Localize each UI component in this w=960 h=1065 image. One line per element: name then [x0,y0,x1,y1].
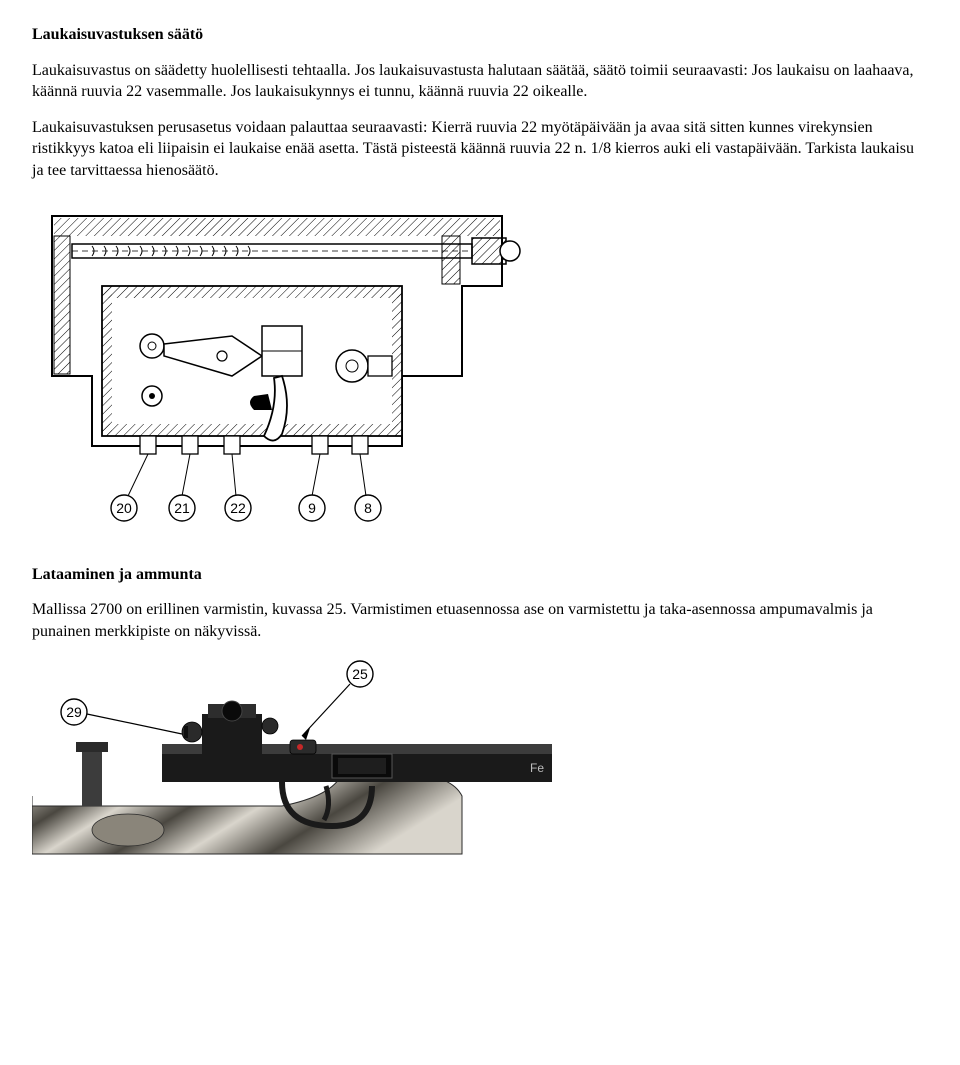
callout-25: 25 [352,666,368,682]
loading-heading: Lataaminen ja ammunta [32,564,928,586]
callout-20: 20 [116,500,132,516]
trigger-mechanism-svg: 20 21 22 9 8 [32,196,552,526]
trigger-adjust-para-1: Laukaisuvastus on säädetty huolellisesti… [32,60,928,103]
callout-29: 29 [66,704,82,720]
trigger-adjust-para-2: Laukaisuvastuksen perusasetus voidaan pa… [32,117,928,182]
loading-para-1: Mallissa 2700 on erillinen varmistin, ku… [32,599,928,642]
callout-9: 9 [308,500,316,516]
callout-8: 8 [364,500,372,516]
callout-22: 22 [230,500,246,516]
rifle-side-view: 25 29 Fe [32,656,928,856]
logo-fragment: Fe [530,761,544,775]
trigger-adjust-heading: Laukaisuvastuksen säätö [32,24,928,46]
callout-21: 21 [174,500,190,516]
rifle-side-svg: 25 29 Fe [32,656,552,856]
trigger-mechanism-diagram: 20 21 22 9 8 [32,196,928,526]
